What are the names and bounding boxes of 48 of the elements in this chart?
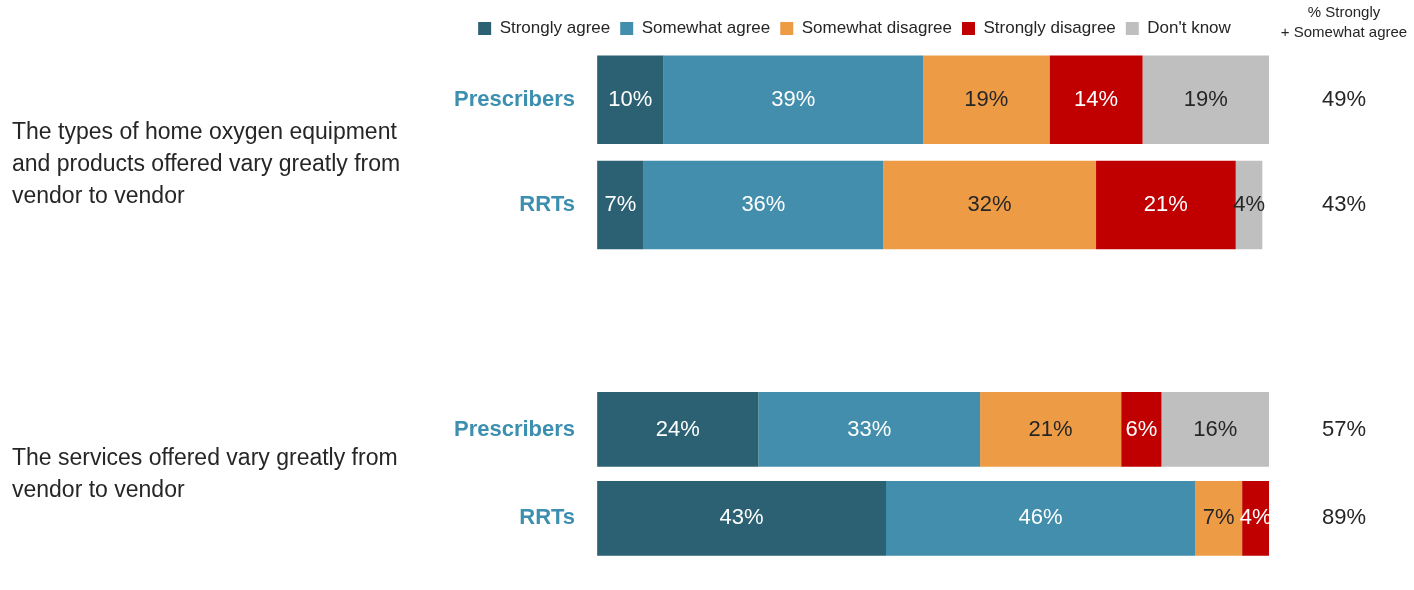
bar	[980, 392, 1122, 467]
y-tick-label: Prescribers	[453, 415, 576, 441]
legend-label: Strongly agree	[499, 18, 611, 38]
bar	[923, 55, 1050, 144]
y-tick-label: RRTs	[519, 191, 576, 217]
bar	[1049, 55, 1143, 144]
legend-label: Don't know	[1147, 18, 1232, 38]
bar	[1121, 392, 1162, 467]
legend-label: Strongly disagree	[983, 18, 1116, 38]
bar	[886, 481, 1196, 556]
legend-label: Somewhat disagree	[801, 18, 952, 38]
data-label: 16%	[1193, 415, 1238, 441]
bar	[597, 392, 759, 467]
data-label: 7%	[1202, 504, 1235, 530]
legend-label: Somewhat agree	[641, 18, 771, 38]
text: The types of home oxygen equipment and products offered vary greatly from vendor to vendor	[11, 116, 402, 210]
data-label: 14%	[1074, 85, 1119, 111]
bar	[1142, 55, 1269, 144]
text: The services offered vary greatly from vendor to vendor	[11, 442, 399, 504]
bar	[883, 160, 1097, 250]
data-label: 46%	[1018, 504, 1063, 530]
bar	[663, 55, 924, 144]
data-label: 33%	[847, 415, 892, 441]
data-label: 19%	[964, 85, 1009, 111]
bar	[643, 160, 884, 250]
y-tick-label: Prescribers	[453, 85, 576, 111]
data-label: 6%	[1125, 415, 1158, 441]
data-label: 36%	[741, 191, 786, 217]
data-label: 7%	[604, 191, 637, 217]
data-label: 10%	[608, 85, 653, 111]
bar	[597, 160, 644, 250]
data-label: 21%	[1028, 415, 1073, 441]
data-label: 43%	[719, 504, 764, 530]
data-label: 39%	[771, 85, 816, 111]
text: 89%	[1321, 504, 1367, 530]
data-label: 21%	[1143, 191, 1188, 217]
data-label: 24%	[655, 415, 700, 441]
text: 49%	[1321, 85, 1367, 111]
text: 43%	[1321, 191, 1367, 217]
bar	[1161, 392, 1269, 467]
y-tick-label: RRTs	[519, 504, 576, 530]
text: 57%	[1321, 415, 1367, 441]
data-label: 32%	[967, 191, 1012, 217]
bar	[597, 481, 887, 556]
bar	[597, 55, 664, 144]
bar	[758, 392, 981, 467]
text: % Strongly + Somewhat agree	[1280, 3, 1408, 41]
data-label: 19%	[1183, 85, 1228, 111]
